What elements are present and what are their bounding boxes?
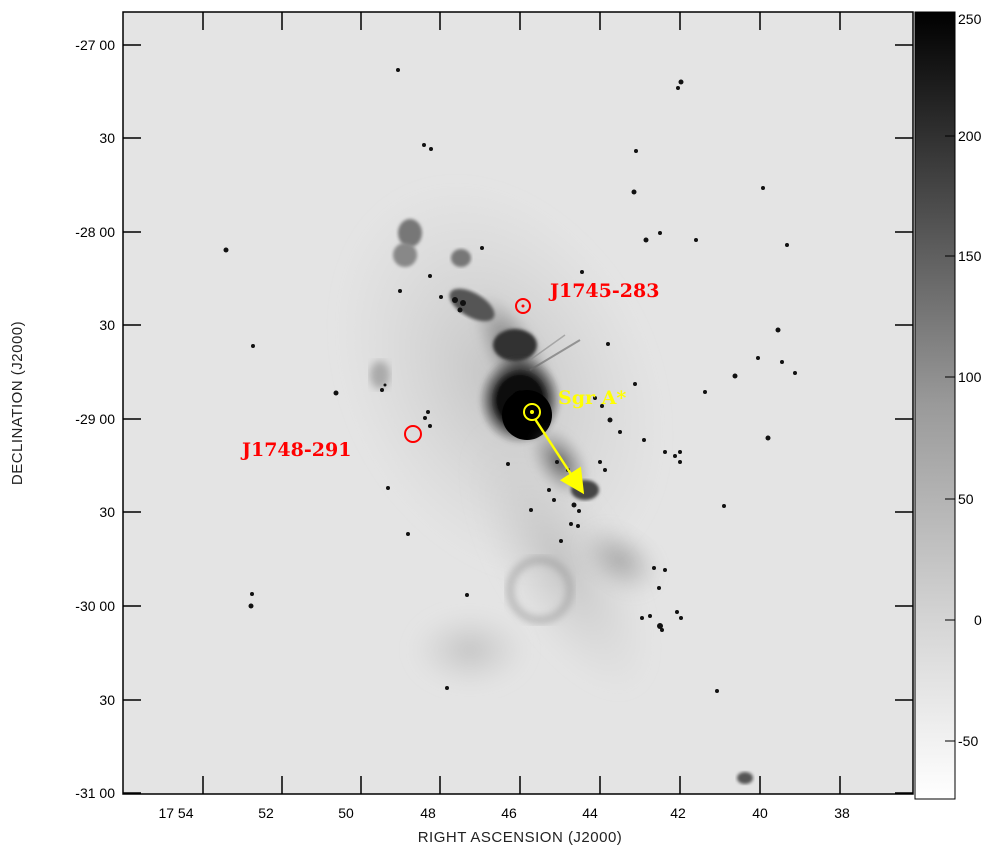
y-tick-label: -31 00 (75, 785, 115, 801)
j1745-283-marker (515, 298, 531, 314)
y-tick-label: -28 00 (75, 224, 115, 240)
x-tick-label: 17 54 (158, 805, 193, 821)
colorbar-tick-label: 200 (958, 128, 982, 144)
y-tick-label: 30 (99, 504, 115, 520)
x-tick-label: 42 (670, 805, 686, 821)
x-tick-label: 48 (420, 805, 436, 821)
y-tick-label: 30 (99, 692, 115, 708)
j1745-283-label: J1745-283 (548, 280, 659, 302)
colorbar-tick-label: 100 (958, 369, 982, 385)
galactic-center-ridge (449, 288, 599, 500)
colorbar-tick-label: -50 (958, 733, 978, 749)
y-tick-label: 30 (99, 317, 115, 333)
image-panel: J1745-283 Sgr A* J1748-291 (122, 11, 914, 795)
y-tick-label: -29 00 (75, 411, 115, 427)
j1748-291-label: J1748-291 (240, 439, 351, 461)
compact-sources (223, 68, 797, 693)
source-markers (404, 298, 585, 495)
x-tick-label: 50 (338, 805, 354, 821)
sgr-a-marker (523, 403, 541, 421)
colorbar-tick-label: 0 (974, 612, 982, 628)
colorbar-tick-label: 250 (958, 11, 982, 27)
x-tick-label: 44 (582, 805, 598, 821)
y-tick-label: -30 00 (75, 598, 115, 614)
proper-motion-arrow (533, 418, 585, 495)
sgr-a-label: Sgr A* (558, 387, 626, 409)
x-tick-label: 38 (834, 805, 850, 821)
j1748-291-marker (404, 425, 422, 443)
y-axis-title: DECLINATION (J2000) (9, 321, 26, 485)
colorbar-tick-label: 150 (958, 248, 982, 264)
colorbar: 250 200 150 100 50 0 -50 (914, 11, 982, 800)
x-axis-title: RIGHT ASCENSION (J2000) (418, 829, 623, 846)
x-tick-labels: 17 54 52 50 48 46 44 42 40 38 (158, 805, 850, 821)
axis-ticks (123, 12, 913, 794)
x-tick-label: 40 (752, 805, 768, 821)
colorbar-tick-label: 50 (958, 491, 974, 507)
x-tick-label: 52 (258, 805, 274, 821)
y-tick-label: 30 (99, 130, 115, 146)
y-tick-label: -27 00 (75, 37, 115, 53)
x-tick-label: 46 (501, 805, 517, 821)
colorbar-gradient (914, 11, 956, 800)
y-tick-labels: -27 00 30 -28 00 30 -29 00 30 -30 00 30 … (75, 37, 115, 801)
